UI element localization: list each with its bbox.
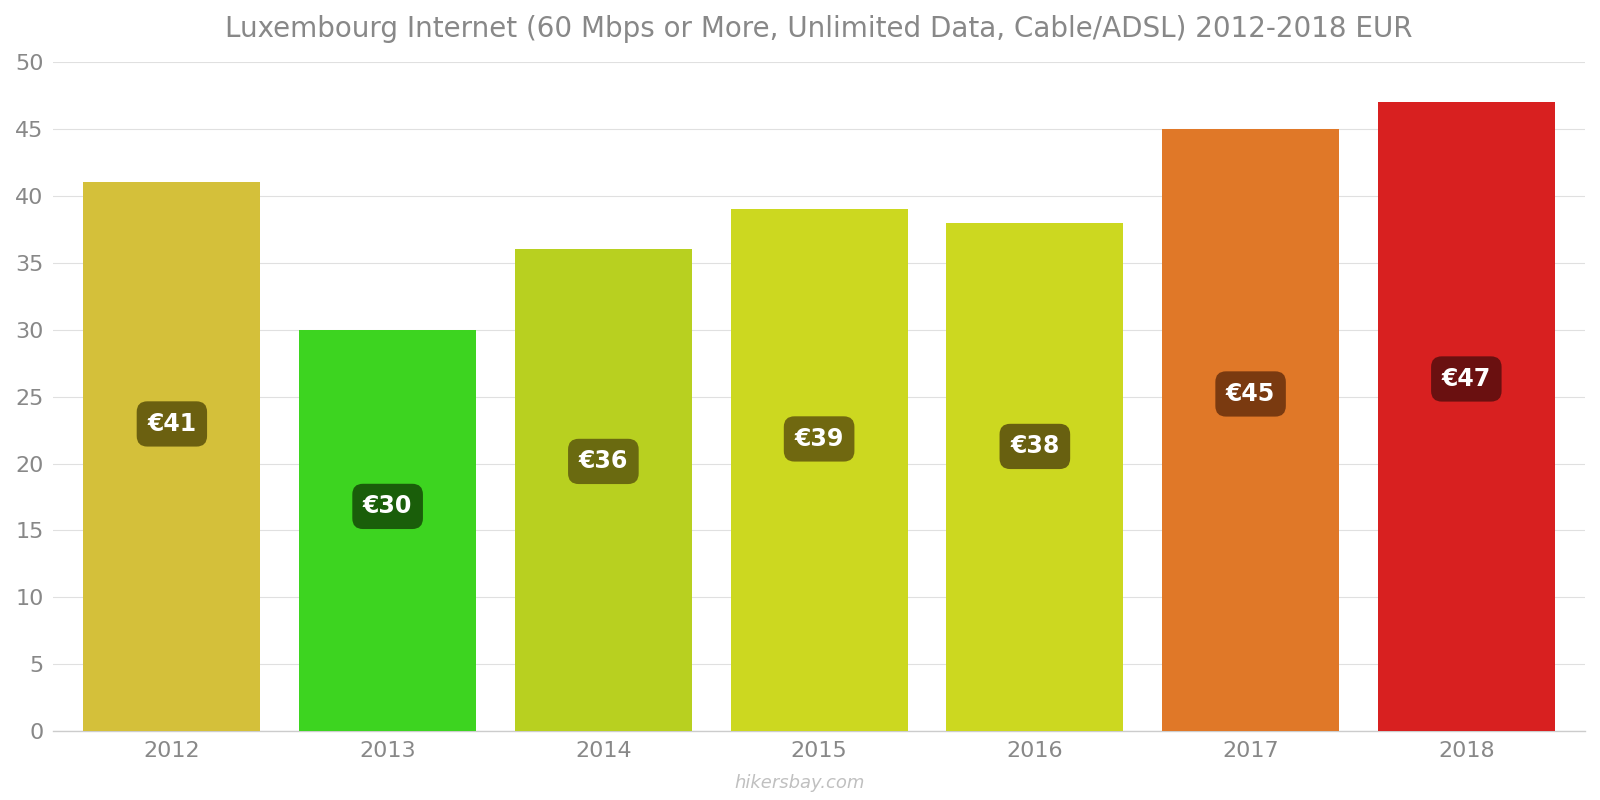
Text: €38: €38 (1010, 434, 1059, 458)
Text: €36: €36 (579, 450, 629, 474)
Bar (731, 210, 907, 731)
Text: €41: €41 (147, 412, 197, 436)
Text: €47: €47 (1442, 367, 1491, 391)
Bar (946, 222, 1123, 731)
Bar (1378, 102, 1555, 731)
Text: €45: €45 (1226, 382, 1275, 406)
Bar (299, 330, 477, 731)
Text: €30: €30 (363, 494, 413, 518)
Bar (1162, 129, 1339, 731)
Bar (515, 250, 691, 731)
Title: Luxembourg Internet (60 Mbps or More, Unlimited Data, Cable/ADSL) 2012-2018 EUR: Luxembourg Internet (60 Mbps or More, Un… (226, 15, 1413, 43)
Bar (83, 182, 261, 731)
Text: €39: €39 (795, 427, 843, 451)
Text: hikersbay.com: hikersbay.com (734, 774, 866, 792)
